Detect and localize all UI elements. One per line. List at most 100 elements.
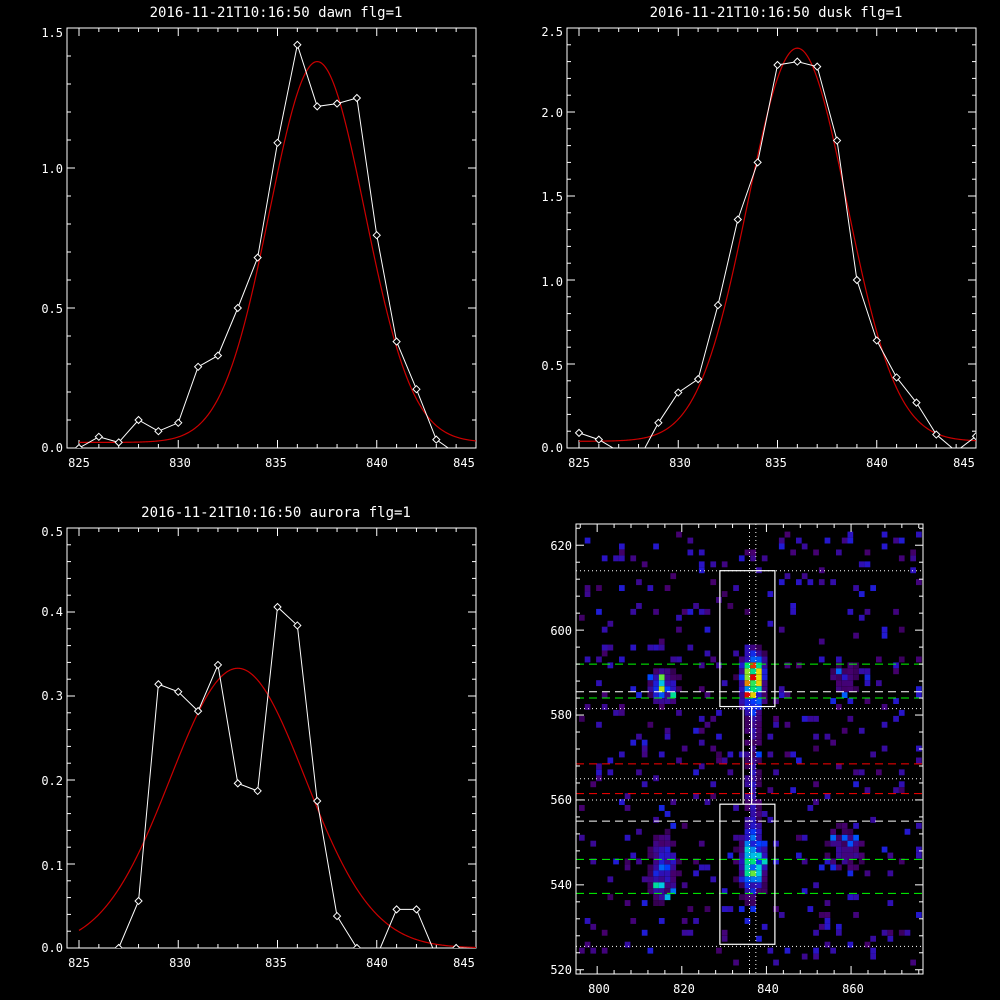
heatmap-pixel xyxy=(738,882,745,889)
dawn-xtick-label: 835 xyxy=(265,456,287,470)
heatmap-pixel xyxy=(830,828,836,835)
heatmap-pixel xyxy=(876,656,882,663)
heatmap-pixel xyxy=(601,650,608,657)
heatmap-pixel xyxy=(916,745,922,752)
heatmap-pixel xyxy=(796,662,802,669)
heatmap-pixel xyxy=(807,805,814,811)
heatmap-pixel xyxy=(750,733,756,740)
extraction-box xyxy=(719,570,776,708)
heatmap-pixel xyxy=(647,721,654,728)
heatmap-pixel xyxy=(744,662,751,669)
dawn-xtick-label: 825 xyxy=(68,456,90,470)
heatmap-pixel xyxy=(858,614,865,621)
heatmap-pixel xyxy=(636,733,642,740)
heatmap-pixel xyxy=(641,929,648,936)
heatmap-pixel xyxy=(773,715,779,722)
heatmap-pixel xyxy=(818,567,825,574)
dusk-ytick-label: 1.0 xyxy=(541,275,563,289)
heatmap-pixel xyxy=(601,704,608,710)
heatmap-pixel xyxy=(864,787,871,794)
heatmap-pixel xyxy=(619,709,625,716)
heatmap-pixel xyxy=(761,852,768,859)
dawn-data-point xyxy=(74,443,84,448)
dusk-data-point xyxy=(773,60,782,70)
heatmap-pixel xyxy=(658,864,665,871)
dusk-data-point xyxy=(574,428,584,438)
heatmap-pixel xyxy=(813,733,819,740)
heatmap-pixel xyxy=(590,840,597,847)
heatmap-pixel xyxy=(893,662,899,669)
heatmap-pixel xyxy=(750,769,756,776)
heatmap-pixel xyxy=(670,852,677,859)
heatmap-pixel xyxy=(824,852,831,859)
heatmap-pixel xyxy=(721,935,728,942)
heatmap-pixel xyxy=(721,591,728,597)
heatmap-pixel xyxy=(761,680,768,687)
heatmap-pixel xyxy=(767,787,774,794)
dusk-data-point xyxy=(793,57,802,66)
heatmap-pixel xyxy=(784,662,791,669)
aurora-data-point xyxy=(213,660,223,670)
heatmap-pixel xyxy=(738,668,745,675)
heatmap-pixel xyxy=(687,929,694,936)
heatmap-pixel xyxy=(630,918,637,924)
heatmap-pixel xyxy=(750,864,756,871)
heatmap-pixel xyxy=(893,787,899,794)
heatmap-pixel xyxy=(750,656,756,663)
dawn-data-series xyxy=(74,40,450,448)
heatmap-pixel xyxy=(898,555,905,562)
heatmap-pixel xyxy=(756,656,762,663)
aurora-data-point xyxy=(412,905,421,914)
heatmap-pixel xyxy=(841,840,848,847)
heatmap-pixel xyxy=(876,680,882,687)
heatmap-pixel xyxy=(744,805,751,811)
heatmap-pixel xyxy=(750,692,756,698)
aurora-data-point xyxy=(134,896,143,906)
heatmap-pixel xyxy=(653,543,659,550)
dawn-data-point xyxy=(432,435,441,444)
dusk-data-point xyxy=(812,62,822,71)
heatmap-pixel xyxy=(658,852,665,859)
heatmap-pixel xyxy=(601,555,608,562)
heatmap-pixel xyxy=(641,561,648,568)
heatmap-pixel xyxy=(596,763,602,770)
heatmap-pixel xyxy=(847,846,854,853)
heatmap-pixel xyxy=(636,769,642,776)
extraction-box xyxy=(719,803,776,945)
aurora-data-point xyxy=(193,706,203,716)
heatmap-pixel xyxy=(876,769,882,776)
heatmap-pixel xyxy=(716,733,722,740)
heatmap-pixel xyxy=(761,686,768,693)
heatmap-pixel xyxy=(658,870,665,877)
image-heatmap-panel: 800 820 840 860 520 540 560 580 600 620 xyxy=(550,523,924,996)
heatmap-pixel xyxy=(596,608,602,615)
heatmap-pixel xyxy=(830,864,836,871)
heatmap-pixel xyxy=(767,816,774,823)
dusk-data-point xyxy=(872,336,881,345)
heatmap-pixel xyxy=(601,626,608,633)
heatmap-pixel xyxy=(607,620,614,627)
heatmap-pixel xyxy=(601,644,608,651)
heatmap-pixel xyxy=(664,668,671,675)
heatmap-pixel xyxy=(864,561,871,568)
heatmap-pixel xyxy=(858,561,865,568)
heatmap-pixel xyxy=(579,947,585,954)
heatmap-pixel xyxy=(744,644,751,651)
heatmap-pixel xyxy=(716,662,722,669)
image-ytick-label: 540 xyxy=(550,878,572,892)
heatmap-pixel xyxy=(693,603,699,609)
heatmap-pixel xyxy=(738,906,745,912)
heatmap-pixel xyxy=(710,793,717,800)
heatmap-pixel xyxy=(847,834,854,841)
heatmap-pixel xyxy=(704,608,711,615)
heatmap-pixel xyxy=(744,876,751,883)
aurora-ytick-label: 0.4 xyxy=(41,605,63,619)
heatmap-pixel xyxy=(584,918,591,924)
heatmap-pixel xyxy=(801,858,808,865)
heatmap-pixel xyxy=(693,793,699,800)
heatmap-pixel xyxy=(756,805,762,811)
heatmap-pixel xyxy=(916,692,922,698)
image-xtick-label: 860 xyxy=(842,982,864,996)
heatmap-pixel xyxy=(744,918,751,924)
heatmap-pixel xyxy=(738,692,745,698)
